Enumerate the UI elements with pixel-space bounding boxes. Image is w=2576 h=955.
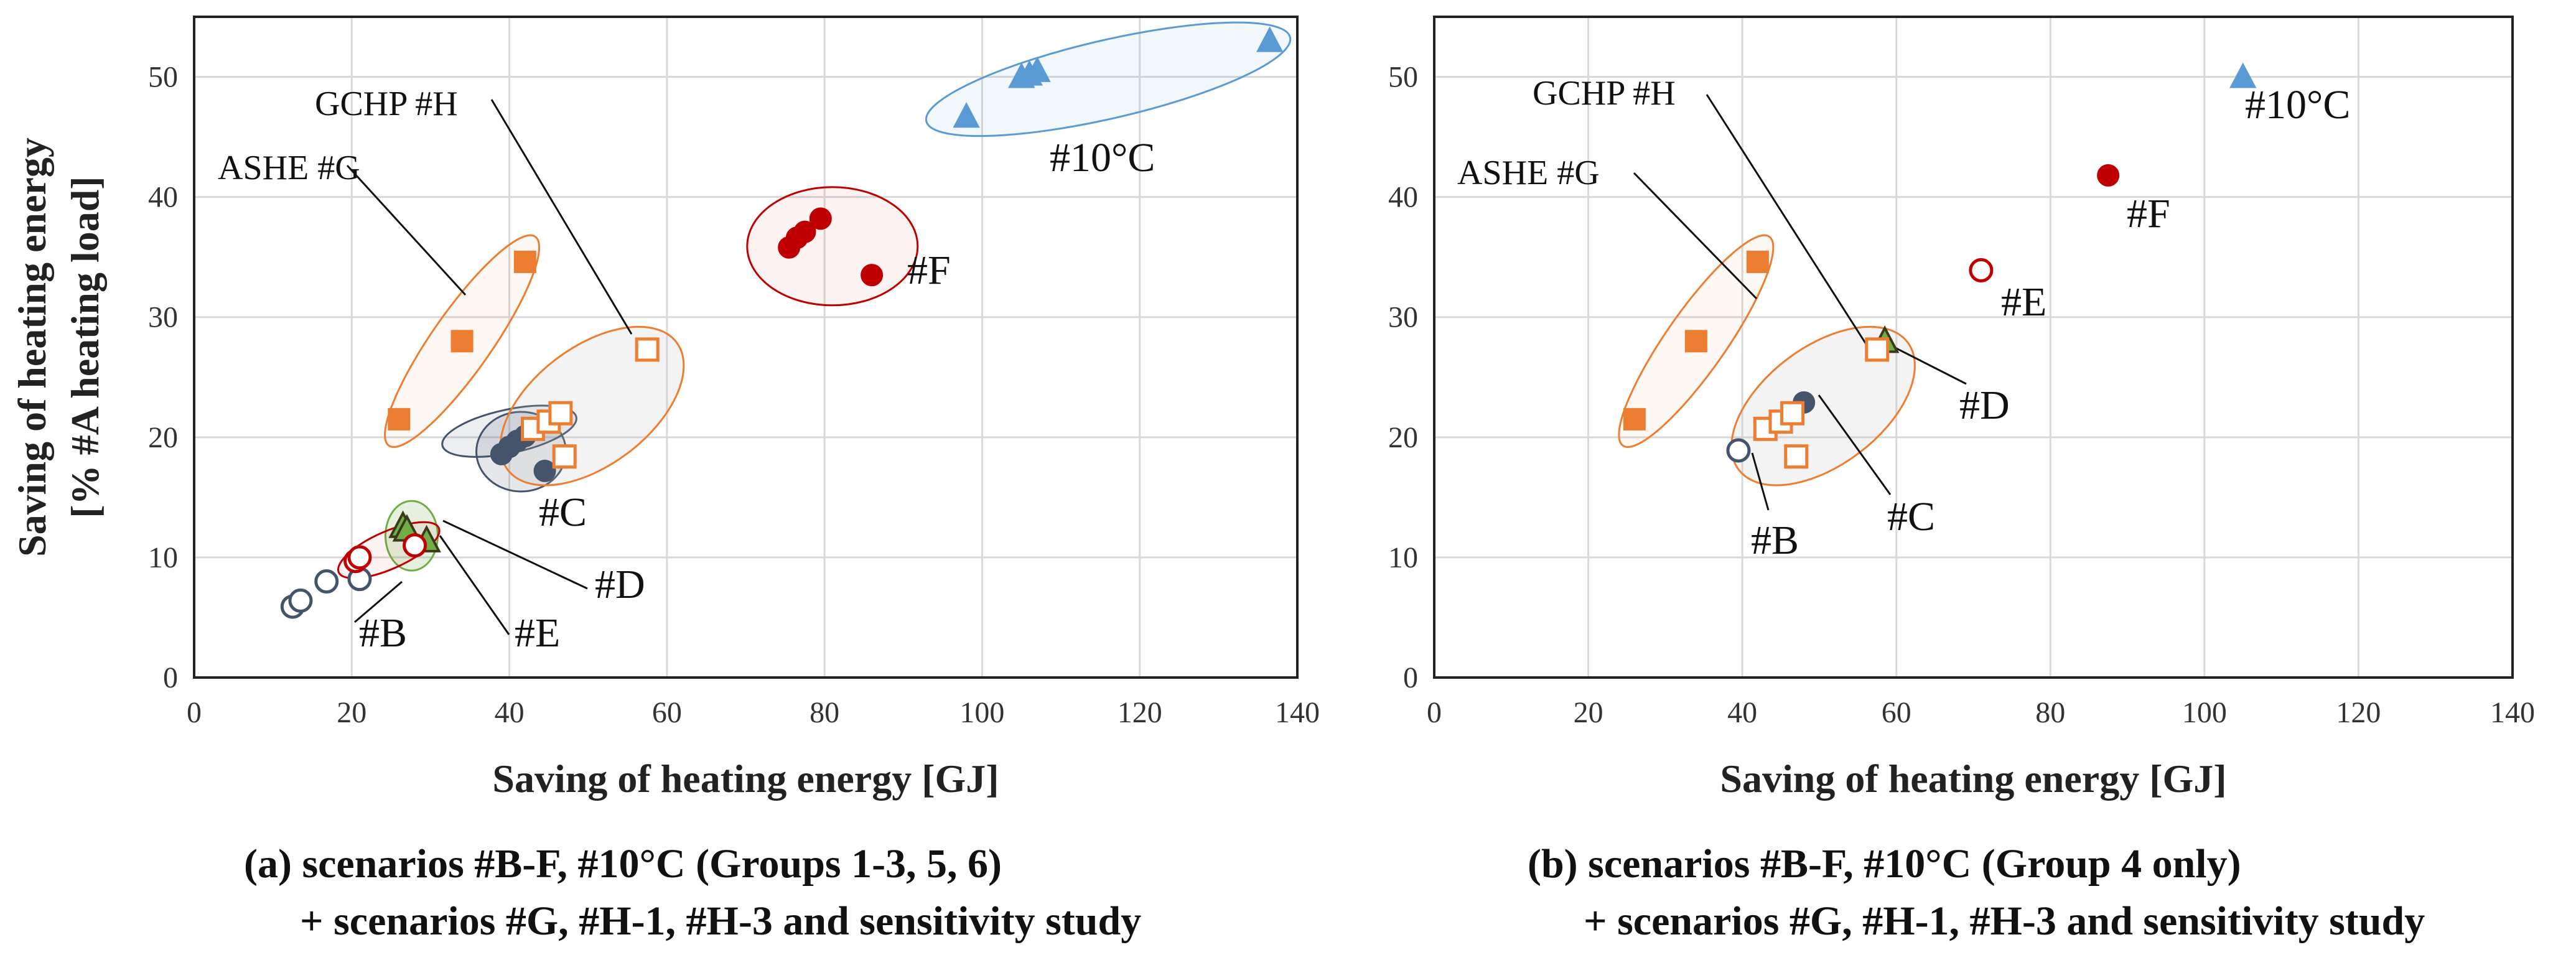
data-point (290, 590, 311, 611)
annotation-label: #B (1751, 518, 1799, 563)
data-point (388, 409, 409, 430)
x-tick-label: 80 (810, 696, 839, 729)
data-point (515, 251, 536, 273)
data-point (1728, 440, 1749, 461)
x-tick-label: 20 (1574, 696, 1603, 729)
figure: 010203040500 20 40 60 80 100 120 140Saving of h… (0, 0, 2576, 955)
annotation-label: #E (2001, 279, 2046, 325)
x-tick-label: 0 (1427, 696, 1442, 729)
x-tick-label: 40 (495, 696, 525, 729)
annotation-label: #D (1959, 383, 2010, 428)
y-tick-label: 40 (1388, 181, 1418, 214)
data-point (2098, 165, 2119, 186)
panel-caption-line2: + scenarios #G, #H-1, #H-3 and sensitivi… (300, 898, 1141, 944)
y-tick-label: 30 (148, 301, 178, 334)
data-point (452, 330, 473, 352)
y-axis-title-line1: Saving of heating energy (10, 137, 54, 557)
x-tick-label: 140 (2490, 696, 2535, 729)
y-tick-label: 10 (1388, 541, 1418, 574)
data-point (810, 208, 831, 229)
x-tick-label: 100 (2182, 696, 2227, 729)
x-tick-label: 120 (1118, 696, 1162, 729)
data-point (1971, 259, 1992, 281)
data-point (1686, 330, 1707, 352)
data-point (1786, 446, 1807, 467)
panel-caption-line2: + scenarios #G, #H-1, #H-3 and sensitivi… (1584, 898, 2425, 944)
data-point (1782, 403, 1803, 424)
annotation-label: ASHE #G (1457, 154, 1600, 192)
annotation-leader-line (347, 165, 465, 295)
y-tick-label: 20 (1388, 421, 1418, 454)
panel-caption-line1: (b) scenarios #B-F, #10°C (Group 4 only) (1528, 841, 2241, 887)
panel-caption-line1: (a) scenarios #B-F, #10°C (Groups 1-3, 5… (244, 841, 1002, 887)
x-tick-label: 140 (1275, 696, 1320, 729)
data-point (1867, 339, 1888, 360)
x-tick-label: 80 (2035, 696, 2065, 729)
annotation-label: GCHP #H (315, 85, 458, 123)
annotation-label: #C (1887, 494, 1935, 539)
x-tick-label: 20 (337, 696, 366, 729)
data-point (349, 547, 370, 568)
data-point (1747, 251, 1768, 273)
panel-a: 0 10 20 30 40 50 0 20 40 60 80 100 120 140 Saving of h… (10, 0, 1320, 944)
x-axis-title: Saving of heating energy [GJ] (492, 757, 999, 801)
annotation-label: #B (359, 610, 407, 656)
y-tick-label: 0 (1403, 661, 1418, 694)
x-tick-label: 60 (652, 696, 682, 729)
group-ellipse (747, 187, 918, 305)
annotation-label: #F (907, 248, 951, 293)
annotation-label: #10°C (1050, 135, 1155, 180)
y-axis-title-line2: [% #A heating load] (63, 176, 107, 518)
data-point (316, 571, 337, 592)
annotation-label: #D (595, 562, 645, 607)
y-tick-label: 40 (148, 181, 178, 214)
y-tick-label: 50 (148, 61, 178, 94)
data-point (550, 403, 571, 424)
annotation-label: #F (2127, 191, 2170, 236)
data-point (404, 535, 426, 556)
y-tick-label: 20 (148, 421, 178, 454)
annotation-label: #10°C (2245, 82, 2350, 128)
data-point (554, 446, 575, 467)
plot-frame (1434, 17, 2513, 678)
data-point (1624, 409, 1645, 430)
annotation-leader-line (1634, 173, 1757, 299)
data-point (534, 460, 556, 482)
x-axis-title: Saving of heating energy [GJ] (1720, 757, 2226, 801)
annotation-label: ASHE #G (218, 149, 360, 187)
data-point (637, 339, 658, 360)
y-tick-label: 10 (148, 541, 178, 574)
x-tick-label: 40 (1727, 696, 1757, 729)
x-tick-label: 100 (959, 696, 1004, 729)
annotation-label: #C (539, 490, 587, 535)
data-point (861, 264, 882, 286)
annotation-leader-line (440, 536, 509, 635)
panel-b: 0 10 20 30 40 50 0 20 40 60 80 100 120 140 Saving of h… (1388, 17, 2535, 944)
y-tick-label: 50 (1388, 61, 1418, 94)
x-tick-label: 60 (1882, 696, 1911, 729)
y-tick-label: 30 (1388, 301, 1418, 334)
x-tick-label: 0 (187, 696, 202, 729)
x-tick-label: 120 (2336, 696, 2381, 729)
annotation-label: #E (515, 610, 560, 656)
y-tick-label: 0 (163, 661, 178, 694)
annotation-label: GCHP #H (1533, 74, 1676, 113)
